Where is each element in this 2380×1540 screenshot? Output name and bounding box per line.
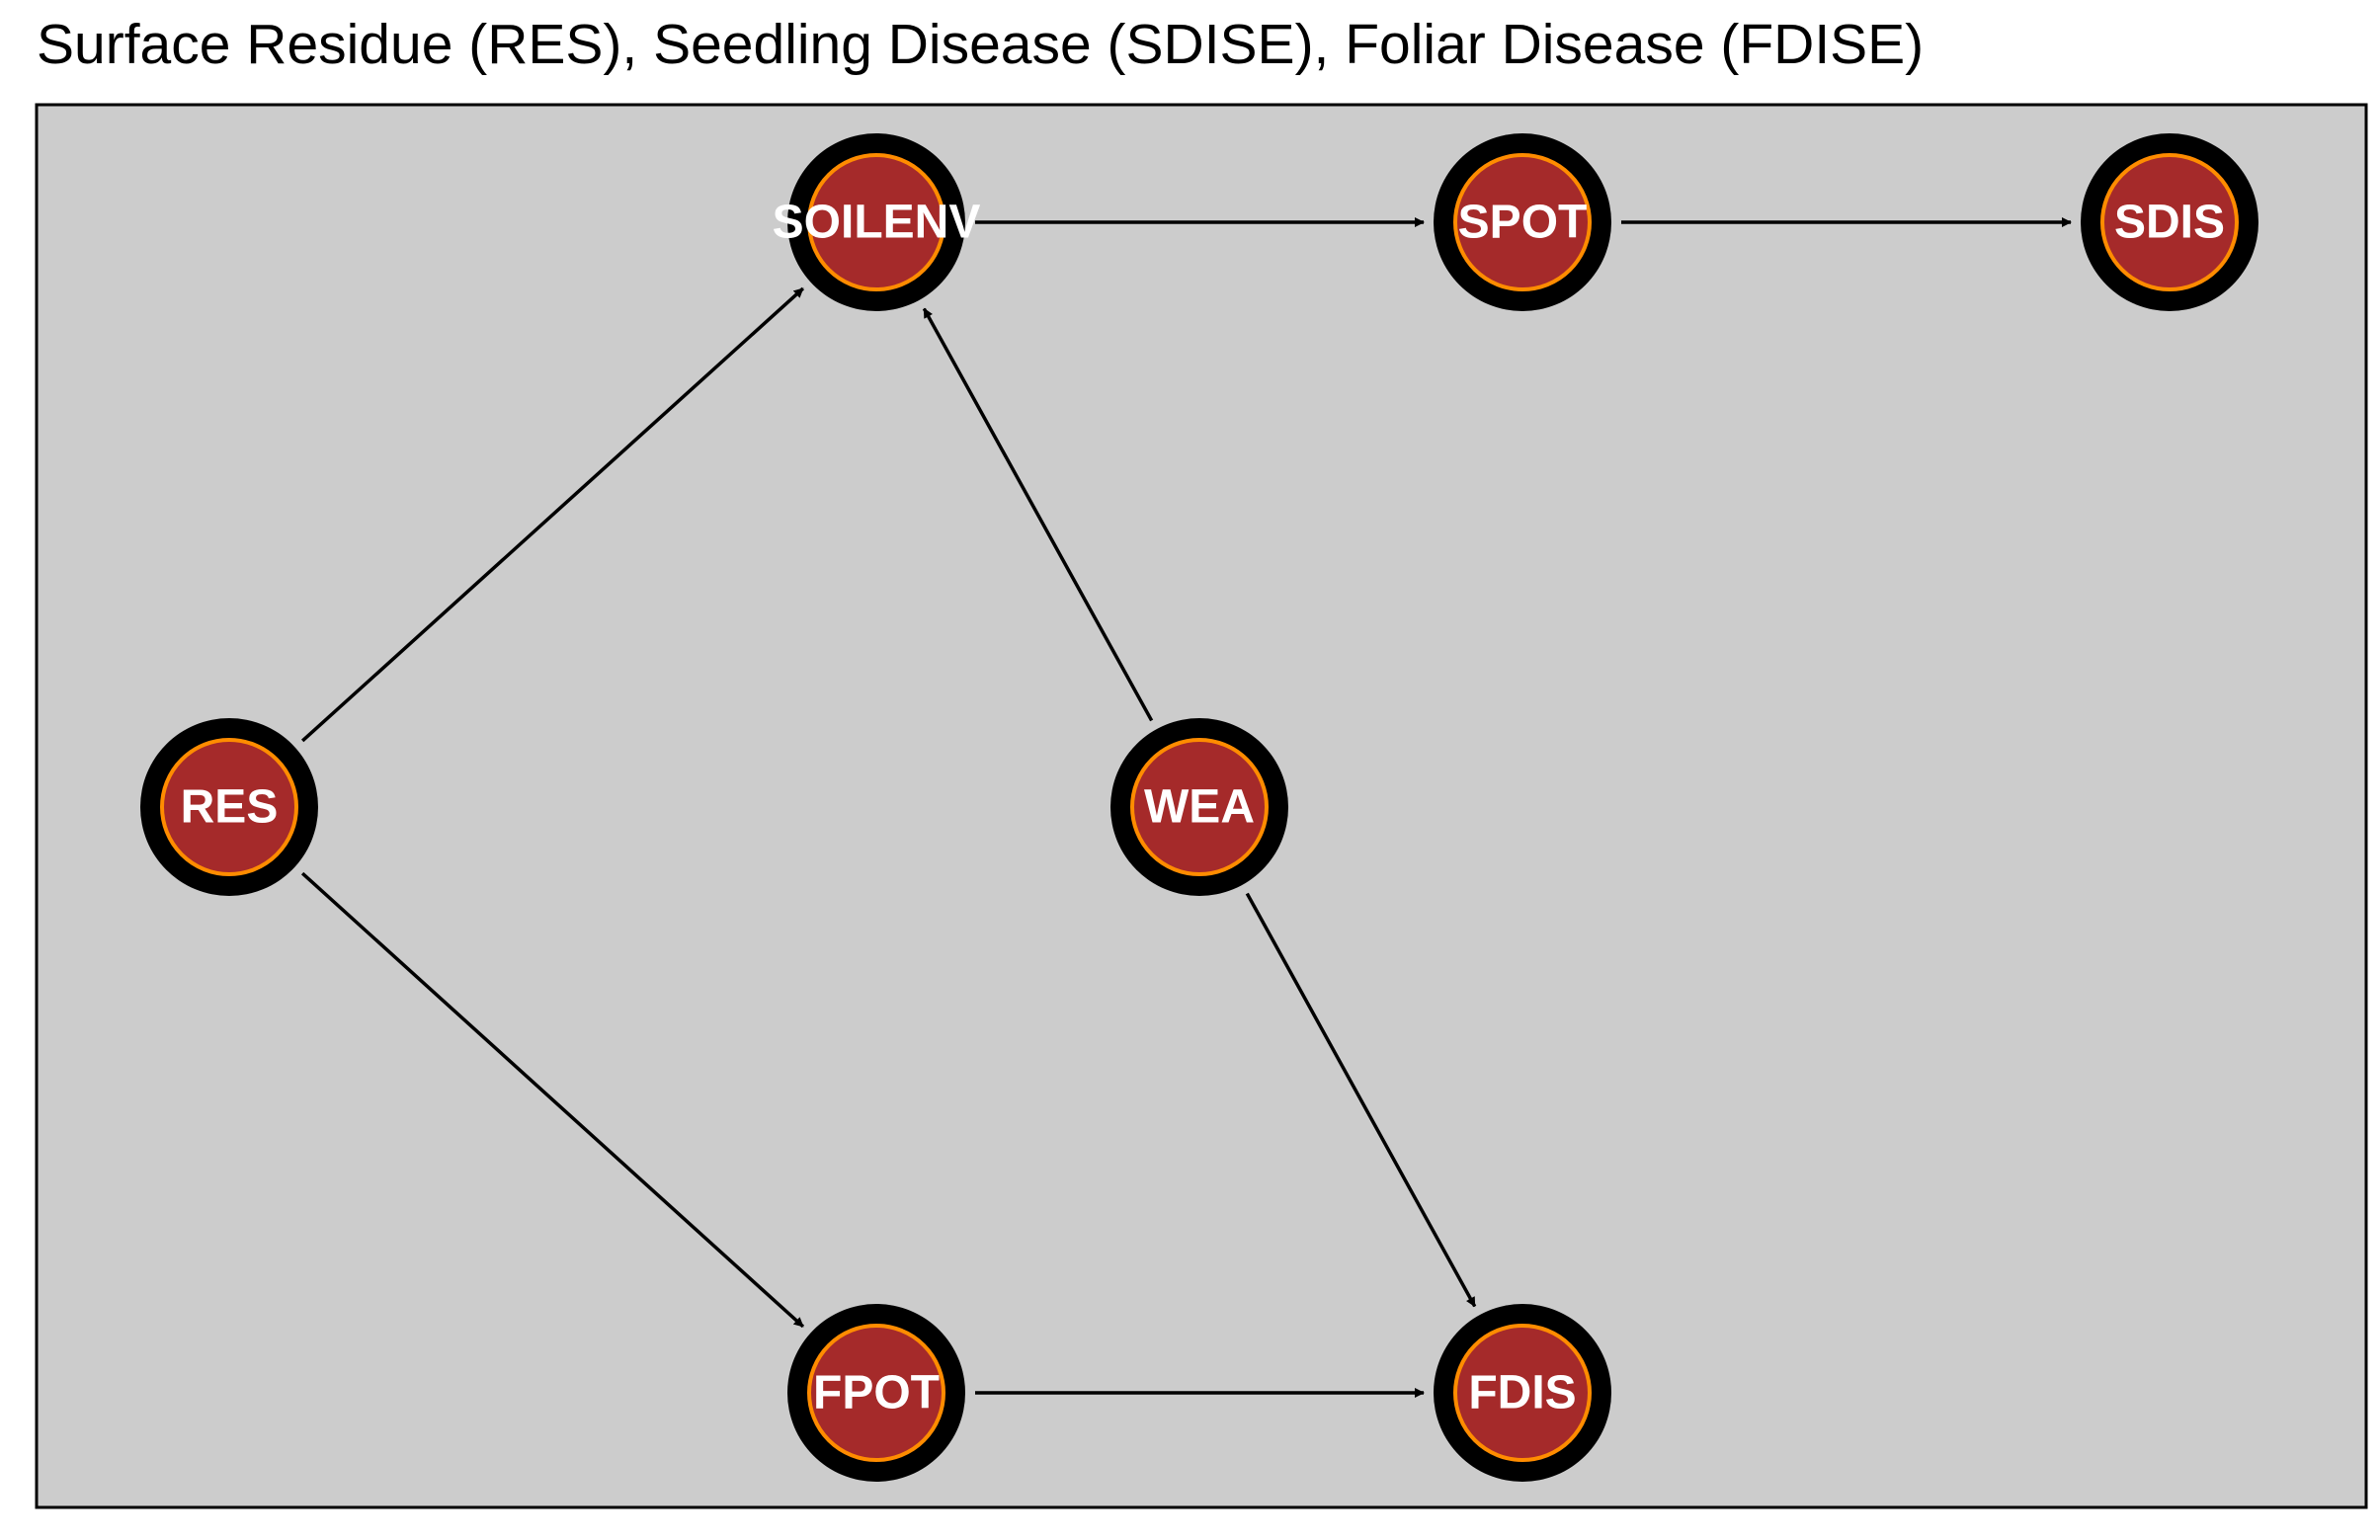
edge-wea-to-soilenv [922, 307, 1154, 722]
node-inner-circle [1453, 153, 1592, 291]
edge-res-to-fpot [300, 871, 805, 1329]
node-spot: SPOT [1434, 133, 1611, 311]
node-inner-circle [1130, 738, 1269, 876]
node-label: SOILENV [773, 197, 981, 249]
node-soilenv: SOILENV [773, 133, 981, 311]
node-res: RES [140, 718, 318, 896]
edge-wea-to-fdis [1245, 892, 1477, 1308]
node-inner-circle [1453, 1324, 1592, 1462]
edges-layer [300, 217, 2072, 1398]
node-fdis: FDIS [1434, 1304, 1611, 1482]
node-label: FDIS [1468, 1367, 1576, 1419]
edge-res-to-soilenv [301, 286, 804, 743]
node-inner-circle [160, 738, 298, 876]
node-inner-circle [807, 153, 945, 291]
node-label: WEA [1144, 781, 1255, 834]
node-label: FPOT [813, 1367, 940, 1419]
node-inner-circle [807, 1324, 945, 1462]
node-label: SDIS [2114, 197, 2225, 249]
nodes-layer: SOILENV SPOT SDIS RES WEA FPOT FDIS [140, 133, 2258, 1482]
node-fpot: FPOT [787, 1304, 965, 1482]
node-sdis: SDIS [2081, 133, 2258, 311]
node-inner-circle [2100, 153, 2239, 291]
diagram-title: Surface Residue (RES), Seedling Disease … [37, 13, 1925, 76]
node-label: RES [181, 781, 279, 834]
node-label: SPOT [1458, 197, 1588, 249]
node-wea: WEA [1110, 718, 1288, 896]
